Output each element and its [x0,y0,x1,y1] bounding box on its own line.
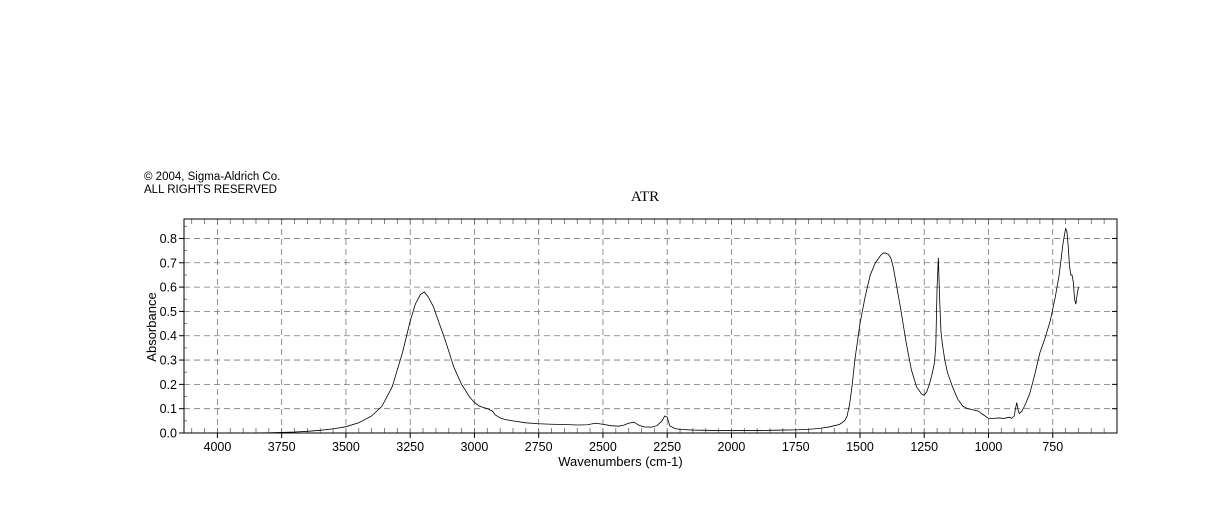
x-tick-label: 3500 [332,440,360,454]
x-tick-label: 2250 [653,440,681,454]
spectrum-line [184,227,1079,434]
x-tick-label: 3750 [268,440,296,454]
grid-lines [184,219,1117,433]
x-tick-label: 2000 [718,440,746,454]
x-tick-label: 1750 [782,440,810,454]
y-tick-label: 0.4 [160,329,177,343]
copyright-line-1: © 2004, Sigma-Aldrich Co. [144,171,281,183]
x-tick-labels: 4000 3750 3500 3250 3000 2750 2500 2250 2000 1750… [204,440,1064,454]
x-tick-label: 2500 [589,440,617,454]
y-axis-label: Absorbance [144,292,159,361]
y-tick-label: 0.0 [160,427,177,441]
x-tick-label: 1250 [910,440,938,454]
x-tick-label: 3000 [461,440,489,454]
major-ticks [179,237,1117,438]
plot-frame [183,218,1118,434]
y-tick-label: 0.2 [160,378,177,392]
copyright-notice: © 2004, Sigma-Aldrich Co. ALL RIGHTS RES… [144,171,280,197]
y-tick-label: 0.7 [160,256,177,270]
x-axis-label: Wavenumbers (cm-1) [558,454,682,469]
y-tick-label: 0.8 [160,232,177,246]
x-tick-label: 750 [1042,440,1063,454]
y-tick-label: 0.6 [160,281,177,295]
copyright-line-2: ALL RIGHTS RESERVED [144,184,277,196]
x-tick-label: 3250 [396,440,424,454]
y-tick-label: 0.5 [160,305,177,319]
y-tick-labels: 0.0 0.1 0.2 0.3 0.4 0.5 0.6 0.7 0.8 [160,232,177,441]
minor-ticks [184,219,1105,433]
x-tick-label: 1500 [846,440,874,454]
y-tick-label: 0.1 [160,402,177,416]
y-tick-label: 0.3 [160,354,177,368]
x-tick-label: 2750 [525,440,553,454]
chart-title: ATR [630,189,660,205]
x-tick-label: 4000 [204,440,232,454]
x-tick-label: 1000 [975,440,1003,454]
